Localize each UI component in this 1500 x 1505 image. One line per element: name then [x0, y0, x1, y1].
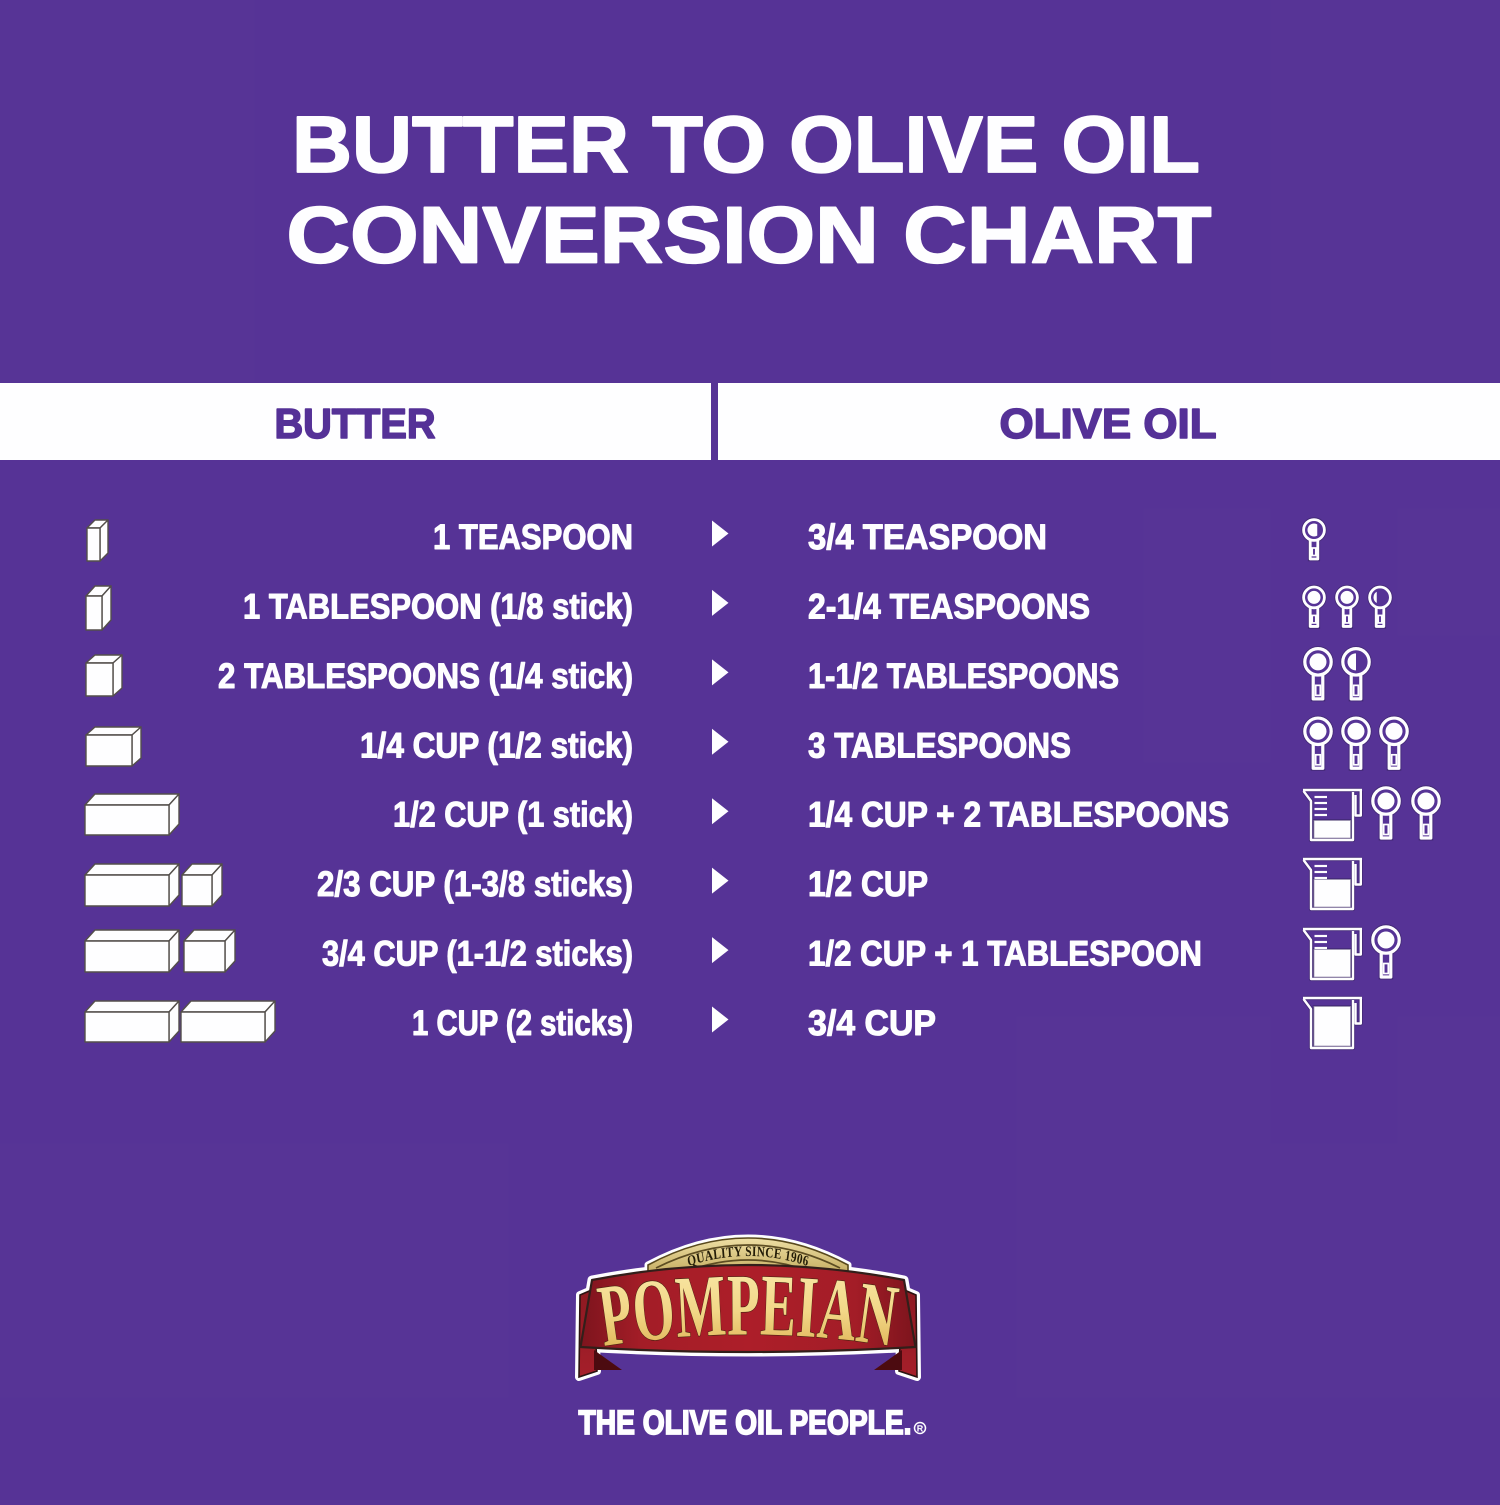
- svg-text:3/4 TEASPOON: 3/4 TEASPOON: [808, 517, 1047, 557]
- svg-text:BUTTER TO OLIVE OIL: BUTTER TO OLIVE OIL: [292, 100, 1200, 189]
- svg-text:1/2 CUP + 1 TABLESPOON: 1/2 CUP + 1 TABLESPOON: [808, 934, 1202, 974]
- svg-text:1/2 CUP: 1/2 CUP: [808, 864, 928, 904]
- svg-text:OLIVE OIL: OLIVE OIL: [1000, 400, 1217, 447]
- svg-text:1-1/2 TABLESPOONS: 1-1/2 TABLESPOONS: [808, 656, 1119, 696]
- svg-text:2/3 CUP (1-3/8 sticks): 2/3 CUP (1-3/8 sticks): [317, 864, 633, 904]
- svg-text:THE OLIVE OIL PEOPLE.: THE OLIVE OIL PEOPLE.: [579, 1404, 912, 1442]
- svg-text:1/4 CUP + 2 TABLESPOONS: 1/4 CUP + 2 TABLESPOONS: [808, 795, 1229, 835]
- svg-text:2 TABLESPOONS (1/4 stick): 2 TABLESPOONS (1/4 stick): [218, 656, 633, 696]
- svg-text:3/4 CUP: 3/4 CUP: [808, 1003, 936, 1043]
- svg-text:3 TABLESPOONS: 3 TABLESPOONS: [808, 725, 1071, 765]
- svg-text:R: R: [917, 1424, 924, 1434]
- svg-text:1/4 CUP (1/2 stick): 1/4 CUP (1/2 stick): [360, 725, 633, 765]
- svg-text:1 CUP (2 sticks): 1 CUP (2 sticks): [412, 1003, 633, 1043]
- svg-text:1/2 CUP (1 stick): 1/2 CUP (1 stick): [393, 795, 633, 835]
- svg-text:1 TABLESPOON (1/8 stick): 1 TABLESPOON (1/8 stick): [243, 586, 633, 626]
- svg-text:BUTTER: BUTTER: [275, 400, 436, 447]
- svg-text:CONVERSION CHART: CONVERSION CHART: [287, 191, 1212, 280]
- svg-text:1 TEASPOON: 1 TEASPOON: [433, 517, 633, 557]
- svg-text:POMPEIAN: POMPEIAN: [593, 1257, 903, 1365]
- svg-text:2-1/4 TEASPOONS: 2-1/4 TEASPOONS: [808, 586, 1090, 626]
- svg-text:3/4 CUP (1-1/2 sticks): 3/4 CUP (1-1/2 sticks): [322, 934, 633, 974]
